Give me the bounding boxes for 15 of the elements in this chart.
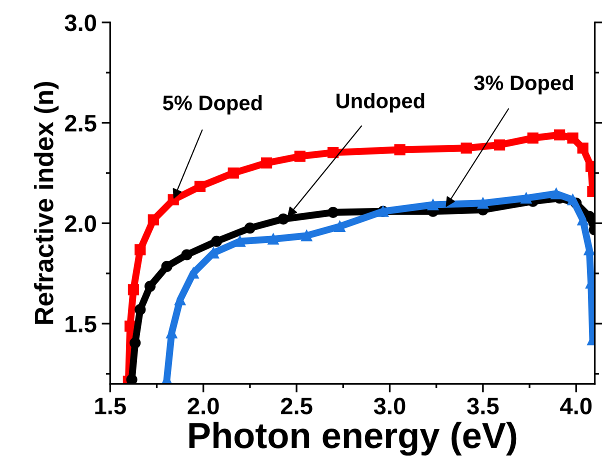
y-tick-label: 2.5 (64, 114, 96, 132)
y-tick-label: 1.5 (66, 316, 96, 332)
annotation: 3% Doped (474, 74, 573, 94)
y-tick-label: 2.0 (64, 215, 96, 232)
x-tick-label: 3.5 (467, 398, 499, 414)
x-tick-label: 2.0 (188, 398, 219, 414)
y-axis-title: Refractive index (n) (34, 82, 59, 324)
x-tick-label: 3.0 (374, 398, 406, 414)
x-tick-label: 4.0 (560, 398, 592, 414)
y-tick-label: 3.0 (64, 14, 96, 32)
annotation: 5% Doped (162, 95, 262, 114)
x-axis-title: Photon energy (eV) (189, 422, 516, 456)
x-tick-label: 1.5 (95, 398, 126, 414)
x-tick-label: 2.5 (280, 398, 312, 414)
annotation: Undoped (336, 93, 424, 112)
